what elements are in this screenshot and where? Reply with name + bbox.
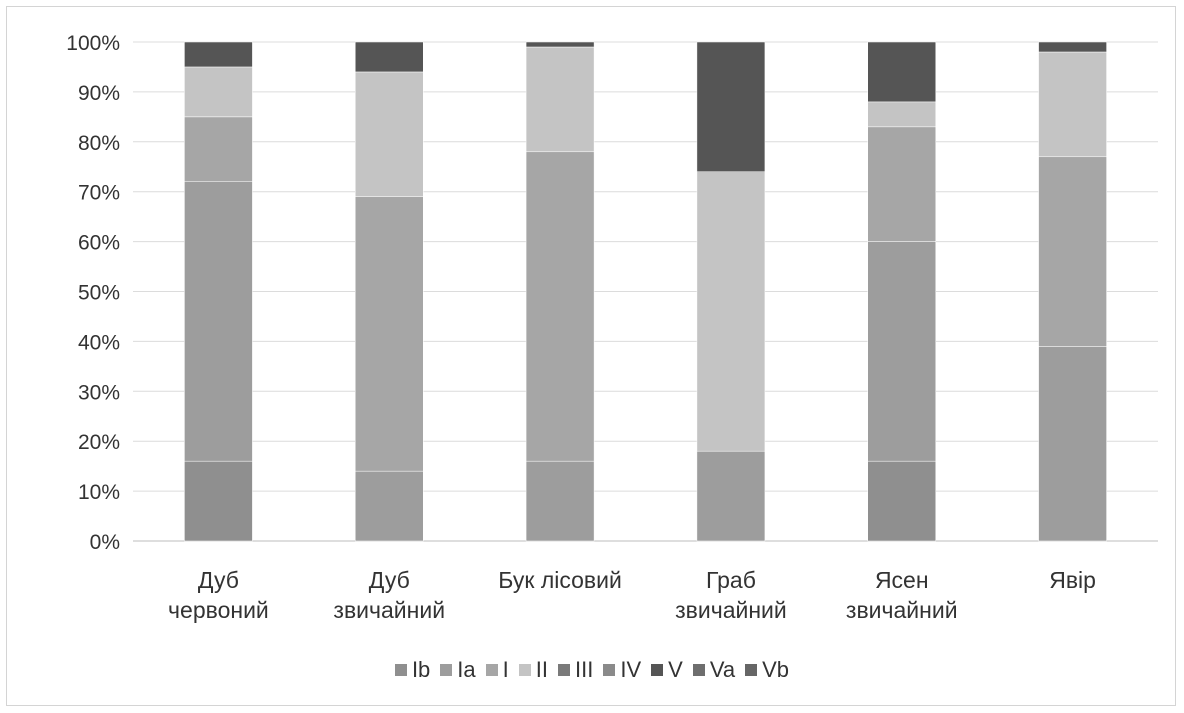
x-tick-label: Явір (1049, 567, 1096, 593)
bar-segment-ii (867, 101, 936, 128)
legend-label: IV (620, 657, 642, 682)
legend-swatch (485, 664, 498, 676)
legend-label: III (575, 657, 594, 682)
bar-segment-i (525, 151, 595, 462)
x-tick-label: Ясен звичайний (846, 567, 958, 623)
legend-swatch (745, 664, 758, 676)
bar-segment-ia (184, 181, 253, 462)
x-tick-label-line: червоний (168, 597, 269, 623)
bar-segment-v (355, 41, 424, 73)
y-tick-label: 0% (90, 531, 120, 554)
bar-segment-ia (355, 470, 424, 542)
gridlines (133, 41, 1158, 542)
bar-segment-i (1038, 156, 1107, 347)
x-tick-label-line: Явір (1049, 567, 1096, 593)
bar-segment-ia (696, 450, 766, 542)
x-tick-label: Граб звичайний (675, 567, 787, 623)
x-tick-label-line: Дуб (369, 567, 410, 593)
legend-label: Ia (457, 657, 476, 682)
x-tick-label-line: Ясен (875, 567, 929, 593)
x-tick-label-line: Дуб (198, 567, 239, 593)
y-tick-label: 40% (78, 331, 120, 354)
bars (184, 41, 1107, 542)
x-tick-label-line: звичайний (846, 597, 958, 623)
bar-segment-v (867, 41, 936, 103)
x-axis: Дуб червоний Дуб звичайний Бук лісовий Граб зв… (168, 567, 1096, 623)
x-tick-label-line: Граб (706, 567, 756, 593)
legend-swatch (692, 664, 705, 676)
y-tick-label: 30% (78, 381, 120, 404)
bar-segment-i (867, 126, 936, 242)
legend-label: I (502, 657, 509, 682)
y-axis: 0% 10% 20% 30% 40% 50% 60% 70% 80% 90% 100% (66, 32, 120, 554)
legend-item-ib: Ib (394, 655, 431, 685)
y-tick-label: 90% (78, 82, 120, 105)
bar-segment-ib (867, 460, 936, 542)
legend-swatch (394, 664, 407, 676)
y-tick-label: 70% (78, 182, 120, 205)
x-tick-label: Дуб звичайний (333, 567, 445, 623)
y-tick-label: 20% (78, 431, 120, 454)
legend-label: V (668, 657, 683, 682)
legend-item-vb: Vb (745, 655, 789, 685)
x-tick-label: Бук лісовий (498, 567, 622, 593)
legend-label: Ib (411, 657, 431, 682)
y-tick-label: 80% (78, 132, 120, 155)
bar-segment-ia (525, 460, 595, 542)
bar-segment-ii (355, 71, 424, 197)
legend-swatch (558, 664, 571, 676)
bar-segment-ia (867, 241, 936, 462)
legend-swatch (603, 664, 616, 676)
y-tick-label: 50% (78, 282, 120, 305)
legend-label: II (535, 657, 549, 682)
legend-swatch (440, 664, 453, 676)
bar-segment-v (1038, 41, 1107, 53)
legend-swatch (518, 664, 531, 676)
legend-item-v: V (651, 655, 683, 685)
bar-segment-ii (1038, 51, 1107, 158)
x-tick-label-line: звичайний (675, 597, 787, 623)
bar-segment-ii (184, 66, 253, 118)
bar-segment-i (355, 196, 424, 472)
legend-item-va: Va (692, 655, 736, 685)
bar-segment-v (696, 41, 766, 172)
bar-segment-v (525, 41, 595, 48)
y-tick-label: 10% (78, 481, 120, 504)
bar-segment-ii (525, 46, 595, 153)
x-tick-label: Дуб червоний (168, 567, 269, 623)
legend-item-iv: IV (603, 655, 641, 685)
bar-segment-v (184, 41, 253, 68)
legend-label: Va (709, 657, 736, 682)
legend: Ib Ia I II III IV V Va Vb (0, 655, 1184, 685)
x-tick-label-line: звичайний (333, 597, 445, 623)
y-tick-label: 60% (78, 232, 120, 255)
legend-item-i: I (485, 655, 509, 685)
legend-item-iii: III (558, 655, 593, 685)
legend-label: Vb (762, 657, 790, 682)
bar-segment-ii (696, 171, 766, 452)
legend-item-ia: Ia (440, 655, 476, 685)
legend-swatch (651, 664, 664, 676)
x-tick-label-line: Бук лісовий (498, 567, 622, 593)
bar-segment-ia (1038, 346, 1107, 542)
legend-item-ii: II (518, 655, 549, 685)
bar-segment-ib (184, 460, 253, 542)
y-tick-label: 100% (66, 32, 120, 55)
bar-segment-i (184, 116, 253, 182)
